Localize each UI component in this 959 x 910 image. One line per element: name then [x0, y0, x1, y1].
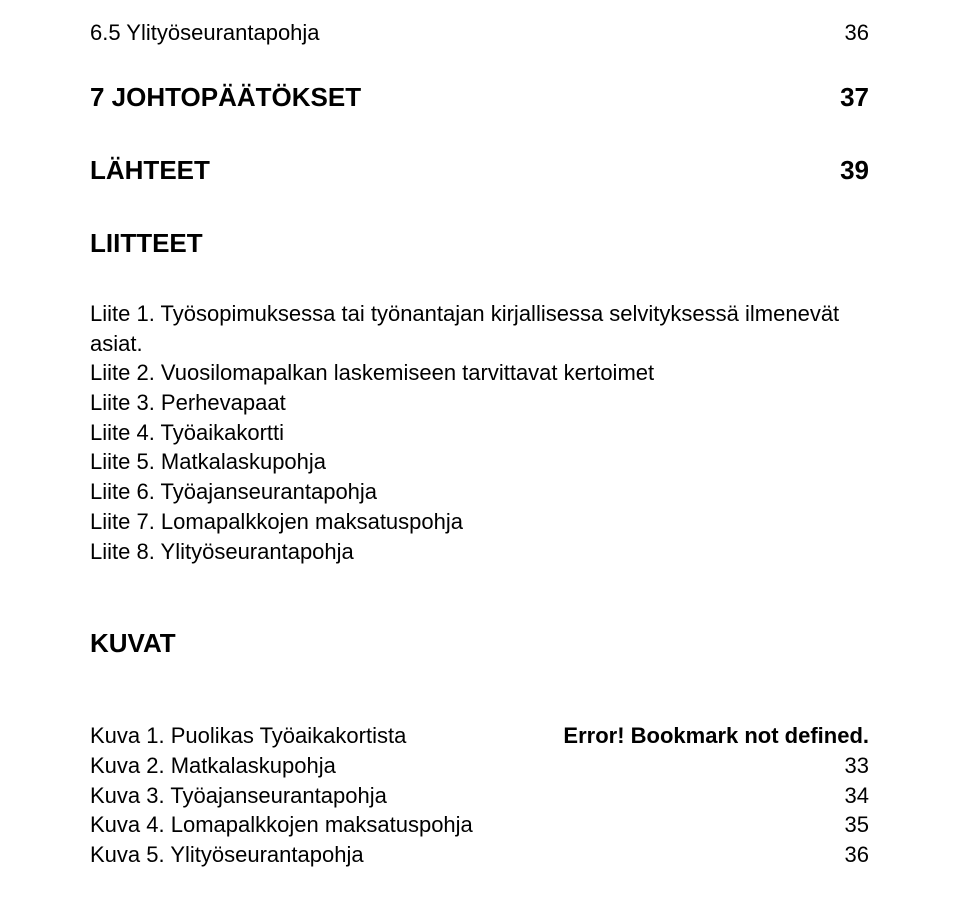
- toc-section-6-5: 6.5 Ylityöseurantapohja 36: [90, 20, 869, 46]
- liite-item: Liite 7. Lomapalkkojen maksatuspohja: [90, 507, 869, 537]
- toc-heading-7: 7 JOHTOPÄÄTÖKSET 37: [90, 82, 869, 113]
- kuva-item-label: Kuva 4. Lomapalkkojen maksatuspohja: [90, 810, 473, 840]
- liite-item: Liite 5. Matkalaskupohja: [90, 447, 869, 477]
- kuva-item-page: 36: [829, 840, 869, 870]
- liite-item: Liite 3. Perhevapaat: [90, 388, 869, 418]
- liitteet-heading: LIITTEET: [90, 228, 869, 259]
- kuva-item-page: 34: [829, 781, 869, 811]
- toc-heading-7-page: 37: [829, 82, 869, 113]
- kuva-item-page: 35: [829, 810, 869, 840]
- kuva-item: Kuva 5. Ylityöseurantapohja 36: [90, 840, 869, 870]
- kuvat-list: Kuva 1. Puolikas Työaikakortista Error! …: [90, 721, 869, 869]
- kuva-item: Kuva 4. Lomapalkkojen maksatuspohja 35: [90, 810, 869, 840]
- toc-heading-lahteet-page: 39: [829, 155, 869, 186]
- kuva-item-label: Kuva 2. Matkalaskupohja: [90, 751, 336, 781]
- toc-section-6-5-page: 36: [829, 20, 869, 46]
- kuva-item: Kuva 3. Työajanseurantapohja 34: [90, 781, 869, 811]
- kuva-item: Kuva 1. Puolikas Työaikakortista Error! …: [90, 721, 869, 751]
- toc-heading-lahteet-label: LÄHTEET: [90, 155, 210, 186]
- liite-item: Liite 6. Työajanseurantapohja: [90, 477, 869, 507]
- toc-heading-7-label: 7 JOHTOPÄÄTÖKSET: [90, 82, 361, 113]
- kuva-item-label: Kuva 1. Puolikas Työaikakortista: [90, 721, 406, 751]
- kuvat-heading: KUVAT: [90, 628, 869, 659]
- liite-item: Liite 4. Työaikakortti: [90, 418, 869, 448]
- liite-item: Liite 1. Työsopimuksessa tai työnantajan…: [90, 299, 869, 358]
- kuva-item-page: Error! Bookmark not defined.: [563, 721, 869, 751]
- toc-heading-lahteet: LÄHTEET 39: [90, 155, 869, 186]
- kuva-item: Kuva 2. Matkalaskupohja 33: [90, 751, 869, 781]
- liitteet-list: Liite 1. Työsopimuksessa tai työnantajan…: [90, 299, 869, 566]
- liite-item: Liite 8. Ylityöseurantapohja: [90, 537, 869, 567]
- kuva-item-page: 33: [829, 751, 869, 781]
- kuva-item-label: Kuva 5. Ylityöseurantapohja: [90, 840, 364, 870]
- liite-item: Liite 2. Vuosilomapalkan laskemiseen tar…: [90, 358, 869, 388]
- kuva-item-label: Kuva 3. Työajanseurantapohja: [90, 781, 387, 811]
- toc-section-6-5-label: 6.5 Ylityöseurantapohja: [90, 20, 320, 46]
